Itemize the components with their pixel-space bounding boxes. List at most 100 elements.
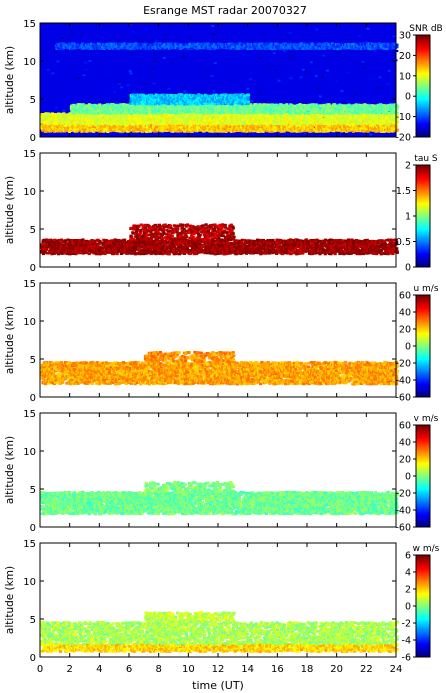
snr-cell [138, 40, 142, 43]
snr-cell [315, 132, 319, 135]
data-cell [249, 103, 253, 106]
data-cell [290, 128, 295, 131]
snr-cell [326, 58, 330, 61]
data-cell [59, 43, 64, 47]
snr-cell [187, 39, 191, 42]
data-cell [195, 98, 199, 102]
data-cell [85, 108, 89, 111]
data-cell [46, 115, 50, 118]
data-cell [140, 121, 144, 124]
data-cell [313, 119, 317, 122]
data-cell [155, 112, 159, 115]
snr-cell [81, 75, 85, 78]
snr-cell [60, 131, 64, 134]
snr-cell [309, 61, 313, 64]
snr-cell [42, 106, 45, 109]
data-cell [314, 103, 318, 106]
snr-cell [176, 90, 180, 93]
snr-cell [183, 90, 187, 93]
snr-cell [54, 106, 58, 109]
data-cell [354, 106, 358, 110]
data-cell [184, 128, 189, 132]
data-cell [229, 93, 233, 97]
snr-cell [369, 133, 373, 136]
data-cell [66, 128, 70, 132]
data-cell [157, 99, 161, 102]
data-cell [347, 110, 351, 113]
data-cell [129, 116, 133, 119]
data-cell [246, 102, 251, 105]
data-cell [389, 107, 393, 110]
data-cell [371, 116, 375, 120]
data-cell [381, 119, 385, 122]
data-cell [81, 103, 85, 106]
data-cell [177, 97, 181, 101]
data-cell [43, 118, 48, 121]
data-cell [212, 107, 216, 111]
snr-cell [166, 25, 170, 28]
data-cell [40, 117, 44, 120]
data-cell [167, 95, 171, 99]
data-cell [58, 119, 62, 123]
snr-cell [361, 60, 365, 63]
data-cell [201, 122, 205, 126]
data-cell [395, 115, 399, 119]
data-cell [176, 101, 180, 104]
data-cell [117, 129, 121, 133]
snr-cell [170, 61, 174, 64]
snr-cell [213, 62, 217, 64]
data-cell [73, 130, 77, 133]
data-cell [377, 120, 382, 124]
data-cell [135, 108, 139, 111]
data-cell [88, 115, 92, 118]
data-cell [324, 113, 328, 117]
data-cell [85, 116, 90, 120]
data-cell [342, 128, 347, 132]
data-cell [173, 122, 177, 126]
data-cell [150, 102, 154, 106]
data-cell [97, 122, 101, 126]
data-cell [248, 115, 252, 118]
data-cell [208, 130, 212, 133]
snr-cell [129, 24, 133, 27]
data-cell [143, 95, 148, 98]
data-cell [391, 108, 395, 111]
data-cell [341, 114, 346, 118]
data-cell [200, 118, 204, 122]
snr-cell [212, 33, 216, 36]
data-cell [395, 107, 399, 111]
data-cell [255, 124, 259, 128]
data-cell [303, 125, 307, 128]
data-cell [228, 110, 232, 113]
data-cell [209, 109, 213, 112]
snr-cell [218, 59, 222, 61]
snr-cell [200, 51, 204, 54]
data-cell [131, 101, 135, 105]
snr-cell [262, 34, 266, 37]
data-cell [298, 122, 302, 126]
data-cell [157, 102, 162, 106]
data-cell [160, 116, 164, 119]
data-cell [67, 116, 71, 119]
data-cell [242, 120, 246, 124]
snr-cell [392, 35, 396, 38]
data-cell [346, 112, 350, 115]
data-cell [324, 123, 328, 127]
data-cell [103, 128, 107, 131]
data-cell [53, 115, 57, 119]
data-cell [270, 118, 274, 122]
data-cell [259, 128, 263, 131]
data-cell [227, 94, 231, 97]
snr-cell [162, 133, 166, 136]
data-cell [42, 129, 46, 132]
snr-cell [207, 53, 211, 56]
data-cell [236, 118, 240, 121]
snr-cell [326, 69, 330, 72]
data-cell [135, 98, 139, 102]
data-cell [115, 112, 119, 115]
data-cell [363, 129, 368, 133]
data-cell [58, 124, 62, 128]
snr-cell [241, 54, 245, 57]
data-cell [285, 108, 289, 111]
data-cell [151, 117, 155, 120]
